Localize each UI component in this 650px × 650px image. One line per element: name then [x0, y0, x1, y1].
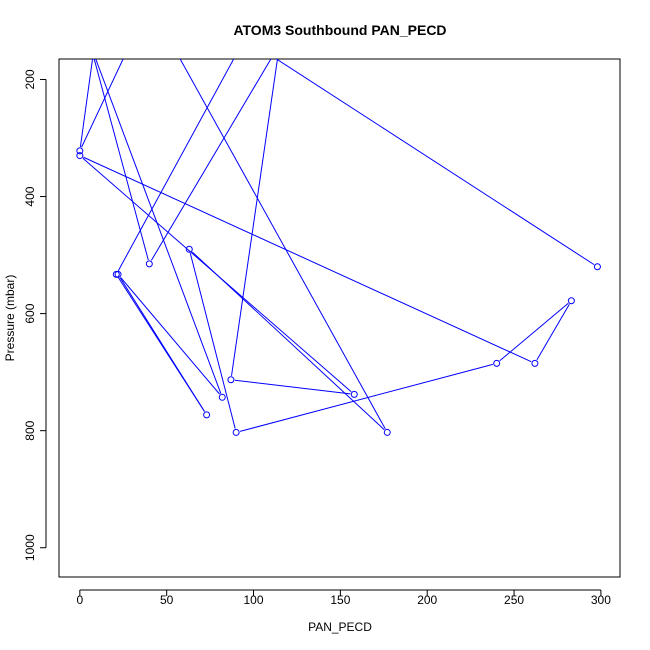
- series-layer: [76, 0, 601, 436]
- series-segment: [79, 59, 94, 147]
- data-point: [185, 245, 193, 253]
- series-segment: [120, 277, 221, 395]
- series-segment: [119, 277, 205, 412]
- data-point: [76, 152, 84, 160]
- data-point: [87, 41, 93, 47]
- data-point: [593, 263, 601, 271]
- series-segment: [231, 59, 278, 376]
- data-point: [146, 0, 152, 6]
- data-point: [203, 411, 211, 419]
- series-segment: [179, 59, 386, 430]
- series-segment: [239, 363, 493, 432]
- x-tick-label: 50: [160, 593, 174, 607]
- data-point: [277, 41, 283, 47]
- x-tick-label: 0: [76, 593, 83, 607]
- x-tick-label: 250: [504, 593, 524, 607]
- data-point: [145, 260, 153, 268]
- chart-title: ATOM3 Southbound PAN_PECD: [233, 22, 446, 38]
- data-point: [531, 359, 539, 367]
- y-tick-label: 600: [23, 303, 37, 323]
- data-point: [350, 390, 358, 398]
- series-segment: [191, 251, 385, 431]
- plot-frame: [58, 58, 621, 578]
- series-segment: [189, 252, 236, 429]
- x-tick-label: 200: [417, 593, 437, 607]
- y-tick-label: 1000: [23, 534, 37, 561]
- series-segment: [95, 59, 222, 394]
- series-segment: [275, 59, 595, 266]
- series-segment: [83, 156, 532, 363]
- data-point: [232, 428, 240, 436]
- series-segment: [93, 59, 149, 261]
- data-point: [76, 147, 84, 155]
- data-point: [493, 359, 501, 367]
- data-point: [114, 270, 122, 278]
- x-tick-label: 300: [591, 593, 611, 607]
- y-tick-label: 400: [23, 186, 37, 206]
- data-point: [383, 428, 391, 436]
- x-tick-label: 150: [330, 593, 350, 607]
- x-tick-label: 100: [244, 593, 264, 607]
- data-point: [91, 47, 97, 53]
- series-segment: [536, 303, 570, 361]
- x-axis-label: PAN_PECD: [308, 620, 372, 634]
- x-axis: 0 50 100 150 200 250 300: [76, 589, 611, 607]
- y-tick-label: 200: [23, 69, 37, 89]
- data-point: [218, 393, 226, 401]
- series-segment: [499, 302, 569, 362]
- series-segment: [81, 59, 124, 148]
- series-segment: [234, 379, 351, 395]
- data-point: [567, 297, 575, 305]
- y-axis: 200 400 600 800 1000: [23, 69, 47, 561]
- y-axis-label: Pressure (mbar): [3, 275, 17, 362]
- series-segment: [117, 59, 235, 272]
- y-tick-label: 800: [23, 420, 37, 440]
- data-point: [227, 376, 235, 384]
- series-segment: [150, 59, 272, 261]
